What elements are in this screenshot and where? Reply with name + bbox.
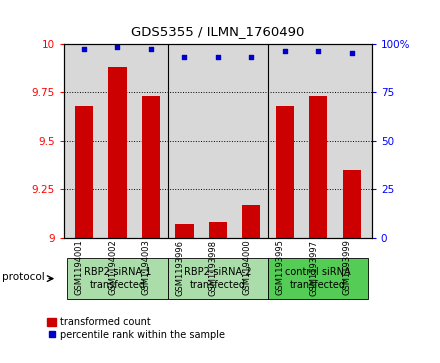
Text: GSM1193997: GSM1193997 [309, 240, 318, 295]
Legend: transformed count, percentile rank within the sample: transformed count, percentile rank withi… [47, 317, 225, 340]
Bar [209, 222, 227, 238]
Text: RBP2-siRNA-2
transfected: RBP2-siRNA-2 transfected [184, 268, 252, 290]
Bar [168, 258, 268, 299]
Text: RBP2-siRNA-1
transfected: RBP2-siRNA-1 transfected [84, 268, 151, 290]
Point [315, 48, 322, 54]
Bar [242, 205, 260, 238]
Bar [342, 170, 361, 238]
Point [214, 54, 221, 60]
Text: GSM1193996: GSM1193996 [175, 240, 184, 295]
Point [147, 46, 154, 52]
Point [81, 46, 88, 52]
Point [114, 45, 121, 50]
Text: GDS5355 / ILMN_1760490: GDS5355 / ILMN_1760490 [131, 25, 304, 38]
Point [181, 54, 188, 60]
Bar [175, 224, 194, 238]
Bar [275, 106, 294, 238]
Point [348, 50, 355, 56]
Text: GSM1193999: GSM1193999 [343, 240, 352, 295]
Text: GSM1193998: GSM1193998 [209, 240, 218, 295]
Bar [309, 96, 327, 238]
Text: GSM1194001: GSM1194001 [75, 240, 84, 295]
Text: GSM1194000: GSM1194000 [242, 240, 251, 295]
Bar [75, 106, 93, 238]
Text: GSM1194002: GSM1194002 [108, 240, 117, 295]
Point [281, 48, 288, 54]
Text: GSM1193995: GSM1193995 [276, 240, 285, 295]
Bar [268, 258, 368, 299]
Bar [108, 67, 127, 238]
Text: protocol: protocol [2, 272, 45, 282]
Point [248, 54, 255, 60]
Bar [142, 96, 160, 238]
Bar [67, 258, 168, 299]
Text: GSM1194003: GSM1194003 [142, 240, 151, 295]
Text: control siRNA
transfected: control siRNA transfected [286, 268, 351, 290]
